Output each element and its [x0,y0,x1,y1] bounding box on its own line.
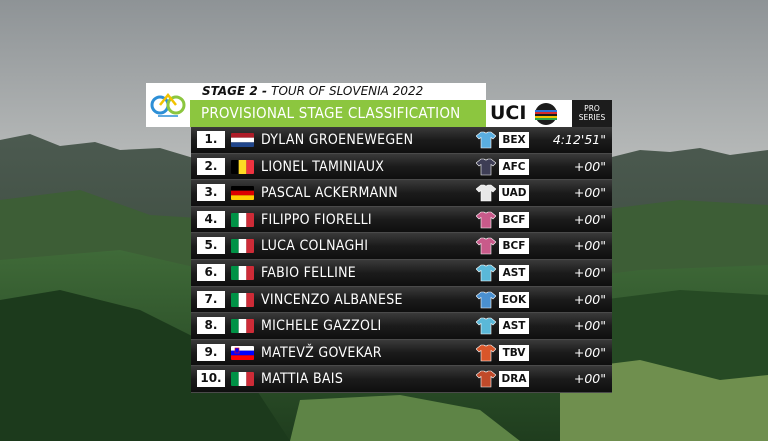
team-code: BCF [499,238,529,255]
time-gap: +00" [573,264,606,280]
team-code: AST [499,264,529,281]
position-box: 10. [197,370,225,388]
time-gap: +00" [573,371,606,387]
rider-name: PASCAL ACKERMANN [261,185,398,202]
time-gap: +00" [573,185,606,201]
time-gap: +00" [573,291,606,307]
table-row: 7. VINCENZO ALBANESE EOK +00" [191,286,612,314]
pro-series-tag: PRO SERIES [572,100,612,127]
position-box: 9. [197,343,225,361]
position-box: 8. [197,317,225,335]
position-box: 1. [197,131,225,148]
team-jersey-icon [475,237,497,255]
flag-icon [231,212,254,227]
position-box: 7. [197,290,225,308]
time-gap: +00" [573,318,606,334]
uci-rainbow-icon [535,103,557,125]
flag-icon [231,159,254,174]
stage-label: STAGE 2 [202,84,258,98]
series-line1: PRO [584,104,600,113]
time-gap: +00" [573,238,606,254]
time-gap: +00" [573,158,606,174]
team-code: UAD [499,185,529,202]
rider-name: FABIO FELLINE [261,264,357,281]
team-jersey-icon [475,184,497,202]
table-row: 6. FABIO FELLINE AST +00" [191,259,612,287]
position-box: 4. [197,210,225,228]
position-box: 3. [197,184,225,202]
time-gap: 4:12'51" [552,132,606,147]
title-separator: - [257,84,272,98]
table-row: 1. DYLAN GROENEWEGEN BEX 4:12'51" [191,127,612,154]
table-row: 2. LIONEL TAMINIAUX AFC +00" [191,153,612,181]
classification-title: PROVISIONAL STAGE CLASSIFICATION [190,100,486,127]
flag-icon [231,239,254,254]
team-code: EOK [499,291,529,308]
time-gap: +00" [573,211,606,227]
position-box: 2. [197,157,225,175]
flag-icon [231,292,254,307]
flag-icon [231,319,254,334]
cyclist-logo-icon [150,92,186,117]
team-code: AST [499,318,529,335]
position-box: 6. [197,263,225,281]
rider-name: MATTIA BAIS [261,371,344,388]
rider-name: LIONEL TAMINIAUX [261,158,385,175]
classification-overlay: STAGE 2 - TOUR OF SLOVENIA 2022 PROVISIO… [146,83,612,393]
table-row: 10. MATTIA BAIS DRA +00" [191,366,612,393]
overlay-header: STAGE 2 - TOUR OF SLOVENIA 2022 PROVISIO… [146,83,612,127]
team-jersey-icon [475,211,497,229]
rider-name: LUCA COLNAGHI [261,238,369,255]
team-jersey-icon [475,344,497,362]
uci-label: UCI [490,102,527,124]
rider-name: MATEVŽ GOVEKAR [261,344,382,361]
tour-logo [146,83,190,127]
team-code: AFC [499,158,529,175]
rider-name: FILIPPO FIORELLI [261,211,372,228]
position-box: 5. [197,237,225,255]
team-code: BCF [499,211,529,228]
team-jersey-icon [475,370,497,388]
uci-pro-series-badge: UCI PRO SERIES [486,100,612,127]
rider-name: VINCENZO ALBANESE [261,291,403,308]
race-label: TOUR OF SLOVENIA 2022 [271,84,424,98]
table-row: 3. PASCAL ACKERMANN UAD +00" [191,180,612,207]
classification-table: 1. DYLAN GROENEWEGEN BEX 4:12'51" 2. LIO… [191,127,612,393]
team-code: TBV [499,344,529,361]
table-row: 5. LUCA COLNAGHI BCF +00" [191,233,612,260]
team-code: DRA [499,371,529,388]
rider-name: MICHELE GAZZOLI [261,318,382,335]
team-code: BEX [499,132,529,148]
table-row: 9. MATEVŽ GOVEKAR TBV +00" [191,339,612,367]
team-jersey-icon [475,264,497,282]
rider-name: DYLAN GROENEWEGEN [261,132,414,148]
time-gap: +00" [573,344,606,360]
flag-icon [231,265,254,280]
stage-title: STAGE 2 - TOUR OF SLOVENIA 2022 [190,83,486,100]
flag-icon [231,372,254,387]
team-jersey-icon [475,131,497,149]
team-jersey-icon [475,158,497,176]
team-jersey-icon [475,291,497,309]
table-row: 8. MICHELE GAZZOLI AST +00" [191,313,612,340]
flag-icon [231,345,254,360]
team-jersey-icon [475,317,497,335]
table-row: 4. FILIPPO FIORELLI BCF +00" [191,206,612,234]
flag-icon [231,186,254,201]
series-line2: SERIES [578,113,606,122]
flag-icon [231,133,254,147]
